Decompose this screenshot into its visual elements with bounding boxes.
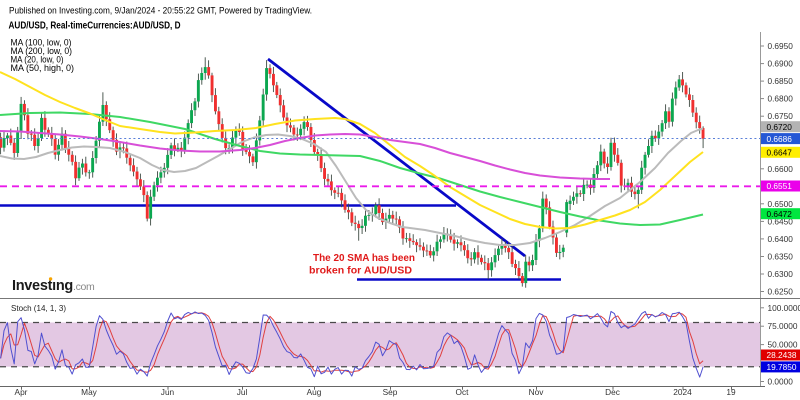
svg-text:Oct: Oct [456,387,470,397]
svg-text:0.6472: 0.6472 [767,209,793,219]
svg-text:MA (200, low, 0): MA (200, low, 0) [11,46,73,56]
svg-text:0.6300: 0.6300 [768,269,794,279]
svg-text:Jun: Jun [161,387,175,397]
svg-text:0.6800: 0.6800 [768,94,794,104]
svg-text:0.0000: 0.0000 [768,377,794,387]
svg-text:Apr: Apr [15,387,28,397]
svg-text:0.6350: 0.6350 [768,251,794,261]
svg-text:Nov: Nov [529,387,545,397]
svg-text:0.6647: 0.6647 [767,147,793,157]
svg-text:50.0000: 50.0000 [768,340,798,350]
svg-text:The 20 SMA has been: The 20 SMA has been [313,252,415,264]
svg-text:0.6686: 0.6686 [767,134,793,144]
svg-text:2024: 2024 [673,387,692,397]
svg-text:Investıng.com: Investıng.com [12,278,95,294]
svg-text:Stoch (14, 1, 3): Stoch (14, 1, 3) [11,303,66,313]
svg-text:Sep: Sep [383,387,398,397]
svg-text:0.6950: 0.6950 [768,41,794,51]
svg-text:75.0000: 75.0000 [768,321,798,331]
svg-text:broken for AUD/USD: broken for AUD/USD [309,265,412,277]
svg-text:28.2438: 28.2438 [767,350,797,360]
svg-text:Dec: Dec [605,387,620,397]
svg-text:0.6551: 0.6551 [767,181,793,191]
svg-text:Published on Investing.com, 9/: Published on Investing.com, 9/Jan/2024 -… [9,6,312,16]
svg-text:MA (100, low, 0): MA (100, low, 0) [11,38,72,48]
svg-text:0.6250: 0.6250 [768,287,794,297]
svg-text:AUD/USD, Real-timeCurrencies:A: AUD/USD, Real-timeCurrencies:AUD/USD, D [9,21,181,32]
svg-text:0.6500: 0.6500 [768,199,794,209]
svg-text:0.6600: 0.6600 [768,164,794,174]
svg-text:Aug: Aug [307,387,322,397]
svg-text:0.6750: 0.6750 [768,111,794,121]
svg-text:0.6450: 0.6450 [768,216,794,226]
svg-text:0.6720: 0.6720 [767,122,793,132]
svg-text:19: 19 [726,387,736,397]
svg-text:Jul: Jul [237,387,248,397]
svg-text:MA (20, low, 0): MA (20, low, 0) [11,55,64,65]
svg-text:100.0000: 100.0000 [768,303,800,313]
svg-text:0.6850: 0.6850 [768,76,794,86]
svg-text:MA (50, high, 0): MA (50, high, 0) [11,63,75,73]
svg-text:0.6400: 0.6400 [768,234,794,244]
svg-text:19.7850: 19.7850 [767,362,797,372]
svg-text:0.6900: 0.6900 [768,59,794,69]
svg-text:May: May [81,387,98,397]
